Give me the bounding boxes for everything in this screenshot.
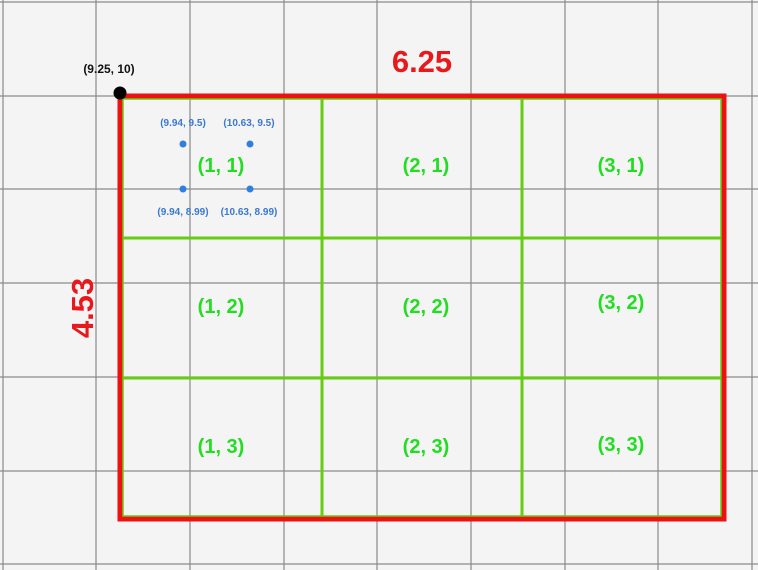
width-label: 6.25 — [392, 44, 452, 79]
sample-point — [246, 185, 254, 193]
sample-point-labels: (9.94, 9.5) (10.63, 9.5) (9.94, 8.99) (1… — [157, 118, 277, 218]
sample-point-label: (9.94, 8.99) — [157, 207, 208, 218]
origin-label: (9.25, 10) — [83, 62, 134, 76]
cell-label: (2, 3) — [403, 436, 450, 458]
cell-label: (3, 2) — [598, 292, 645, 314]
cell-label: (1, 1) — [198, 155, 245, 177]
origin-point — [113, 86, 127, 100]
sample-point — [179, 185, 187, 193]
cell-label: (2, 1) — [403, 155, 450, 177]
sample-point-label: (9.94, 9.5) — [160, 118, 206, 129]
sample-point-label: (10.63, 8.99) — [221, 207, 278, 218]
bounding-box — [117, 93, 727, 522]
bounding-box-inner-border — [122, 98, 722, 517]
sample-point — [246, 140, 254, 148]
cell-label: (3, 1) — [598, 155, 645, 177]
height-label: 4.53 — [65, 278, 100, 338]
sample-points — [179, 140, 254, 193]
sample-point-label: (10.63, 9.5) — [223, 118, 274, 129]
cell-label: (2, 2) — [403, 296, 450, 318]
subdivision-grid — [120, 96, 724, 519]
cell-label: (3, 3) — [598, 434, 645, 456]
cell-label: (1, 2) — [198, 296, 245, 318]
cell-label: (1, 3) — [198, 436, 245, 458]
cell-labels: (1, 1) (2, 1) (3, 1) (1, 2) (2, 2) (3, 2… — [198, 155, 645, 458]
sample-point — [179, 140, 187, 148]
